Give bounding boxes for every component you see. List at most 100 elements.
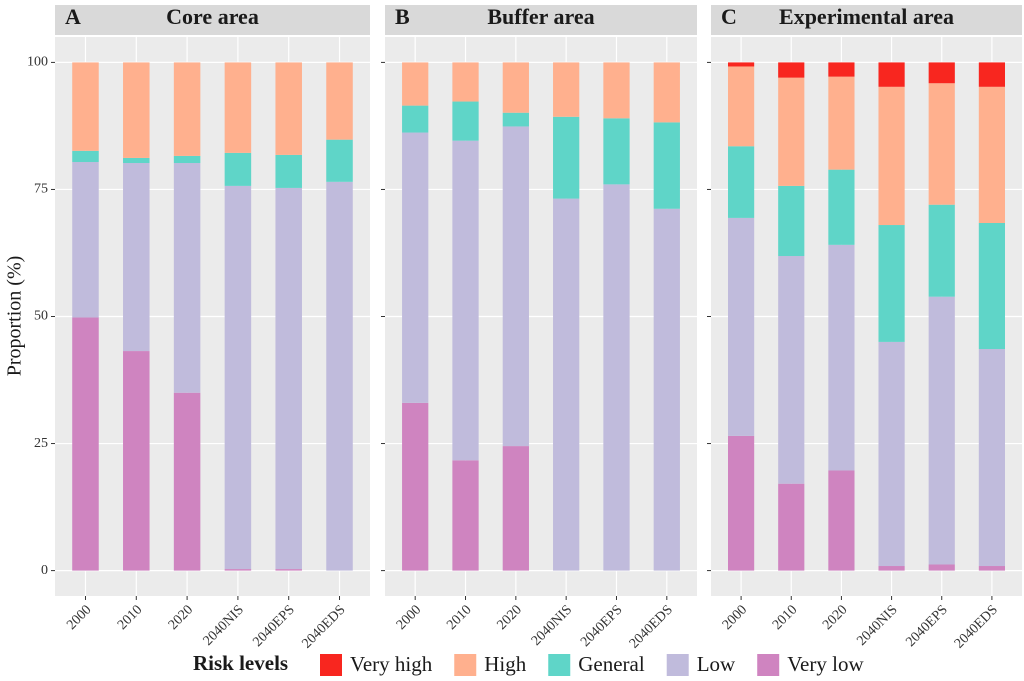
bar-segment — [978, 62, 1005, 87]
strip-background — [711, 5, 1022, 35]
x-tick-label: 2020 — [495, 602, 525, 632]
x-tick-label: 2040EDS — [300, 602, 349, 651]
bar-segment — [224, 569, 252, 571]
x-tick-label: 2040EDS — [627, 602, 676, 651]
bar-segment — [828, 62, 855, 77]
bar-segment — [123, 157, 150, 164]
x-tick-label: 2000 — [394, 602, 424, 632]
bar-segment — [326, 181, 353, 571]
x-tick-label: 2010 — [444, 602, 474, 632]
bar-segment — [728, 66, 755, 147]
bar-segment — [603, 118, 630, 185]
bar-segment — [778, 483, 805, 571]
bar-segment — [402, 402, 429, 571]
bar-segment — [653, 122, 680, 209]
legend-swatch — [320, 654, 342, 676]
x-tick-label: 2040NIS — [854, 602, 900, 648]
bar-segment — [978, 222, 1005, 350]
legend-label: Very low — [787, 652, 864, 676]
bar-segment — [72, 317, 99, 571]
x-tick-label: 2040NIS — [201, 602, 247, 648]
bar-segment — [928, 296, 955, 565]
legend-swatch — [548, 654, 571, 676]
bar-segment — [402, 105, 429, 133]
x-tick-label: 2040EPS — [578, 602, 625, 649]
bar-segment — [828, 470, 855, 571]
x-tick-label: 2000 — [720, 602, 750, 632]
x-tick-label: 2040NIS — [529, 602, 575, 648]
panel-label: A — [65, 4, 81, 29]
legend-swatch — [666, 654, 689, 676]
bar-segment — [653, 62, 680, 123]
bar-segment — [828, 169, 855, 245]
bar-segment — [928, 204, 955, 297]
y-tick-label: 75 — [34, 182, 48, 197]
bar-segment — [828, 244, 855, 471]
legend-label: General — [578, 652, 645, 676]
bar-segment — [402, 132, 429, 403]
bar-segment — [224, 62, 252, 153]
bar-segment — [452, 140, 479, 461]
bar-segment — [603, 184, 630, 571]
y-tick-label: 25 — [34, 436, 48, 451]
bar-segment — [326, 139, 353, 182]
bar-segment — [326, 62, 353, 140]
bar-segment — [452, 62, 479, 102]
x-tick-label: 2040EPS — [903, 602, 950, 649]
strip-background — [55, 5, 370, 35]
bar-segment — [878, 62, 905, 87]
bar-segment — [72, 150, 99, 163]
y-tick-label: 0 — [41, 563, 48, 578]
bar-segment — [778, 62, 805, 78]
bar-segment — [603, 62, 630, 119]
bar-segment — [452, 460, 479, 571]
bar-segment — [928, 62, 955, 84]
bar-segment — [173, 155, 201, 164]
bar-segment — [502, 112, 529, 127]
bar-segment — [878, 341, 905, 567]
legend-title: Risk levels — [193, 651, 288, 675]
panel-title: Experimental area — [779, 4, 954, 29]
bar-segment — [173, 163, 201, 393]
bar-segment — [728, 435, 755, 571]
x-tick-label: 2010 — [115, 602, 145, 632]
bar-segment — [828, 76, 855, 170]
legend-swatch — [757, 654, 780, 676]
bar-segment — [728, 62, 755, 67]
bar-segment — [452, 101, 479, 141]
bar-segment — [275, 154, 302, 188]
legend-label: Low — [697, 652, 736, 676]
x-tick-label: 2040EDS — [952, 602, 1001, 651]
bar-segment — [553, 198, 580, 571]
panel-title: Buffer area — [487, 4, 594, 29]
bar-segment — [72, 62, 99, 151]
x-tick-label: 2010 — [770, 602, 800, 632]
panel-label: B — [395, 4, 410, 29]
bar-segment — [778, 256, 805, 484]
panel-title: Core area — [166, 4, 259, 29]
bar-segment — [275, 62, 302, 155]
bar-segment — [928, 564, 955, 571]
x-tick-label: 2020 — [166, 602, 196, 632]
bar-segment — [778, 77, 805, 186]
bar-segment — [275, 569, 302, 571]
bar-segment — [778, 185, 805, 257]
x-tick-label: 2040EPS — [250, 602, 297, 649]
bar-segment — [224, 185, 252, 570]
bar-segment — [402, 62, 429, 106]
y-axis-label: Proportion (%) — [4, 256, 26, 377]
bar-segment — [502, 126, 529, 447]
bar-segment — [502, 446, 529, 571]
bar-segment — [224, 152, 252, 186]
bar-segment — [653, 208, 680, 571]
legend-label: High — [484, 652, 527, 676]
x-tick-label: 2020 — [820, 602, 850, 632]
y-tick-label: 50 — [34, 309, 48, 324]
legend-label: Very high — [350, 652, 433, 676]
bar-segment — [728, 146, 755, 218]
bar-segment — [275, 187, 302, 570]
bar-segment — [728, 217, 755, 436]
strip-background — [385, 5, 697, 35]
bar-segment — [878, 86, 905, 226]
